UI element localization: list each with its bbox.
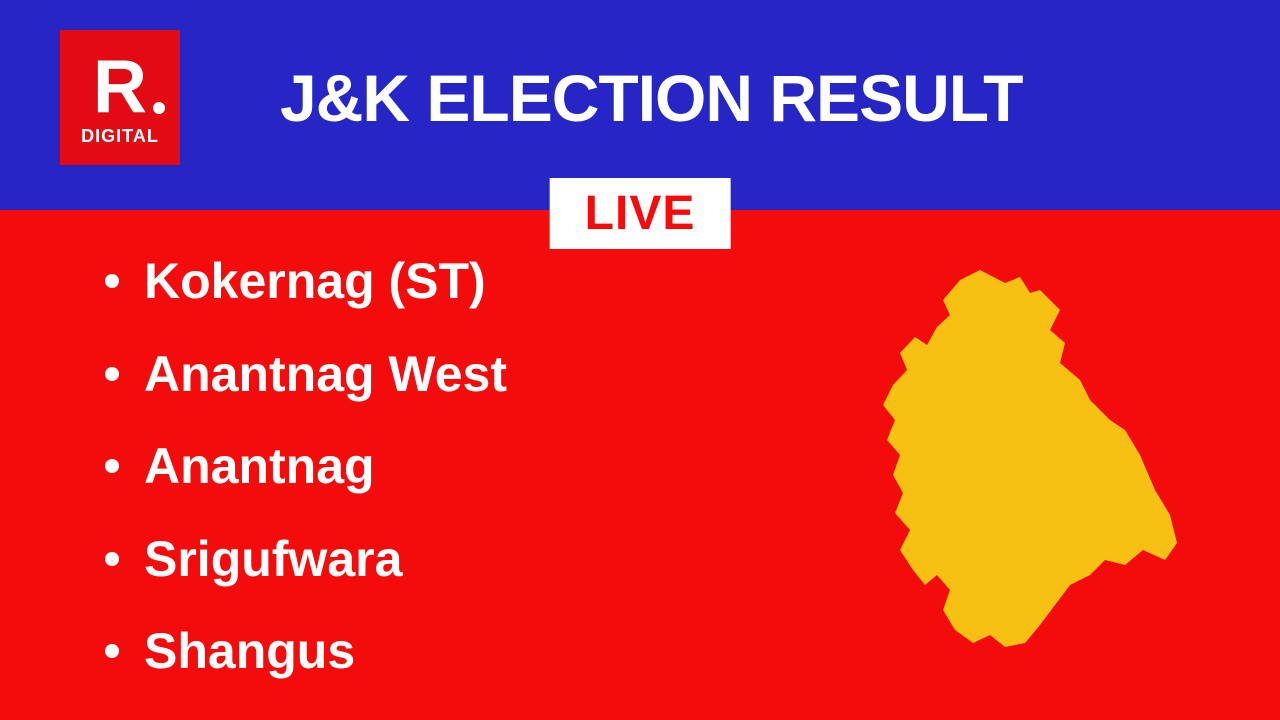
list-item: Shangus xyxy=(105,605,507,698)
list-item: Srigufwara xyxy=(105,513,507,606)
bullet-icon xyxy=(105,367,119,381)
logo-dot-icon xyxy=(153,102,165,114)
location-label: Shangus xyxy=(144,605,355,698)
location-label: Anantnag West xyxy=(144,328,507,421)
channel-logo: R DIGITAL xyxy=(60,30,180,165)
logo-r-text: R xyxy=(93,44,147,128)
logo-letter: R xyxy=(93,49,147,124)
locations-list: Kokernag (ST) Anantnag West Anantnag Sri… xyxy=(105,235,507,698)
bullet-icon xyxy=(105,459,119,473)
content-section: LIVE Kokernag (ST) Anantnag West Anantna… xyxy=(0,210,1280,720)
region-map-icon xyxy=(865,265,1185,655)
location-label: Anantnag xyxy=(144,420,375,513)
logo-sublabel: DIGITAL xyxy=(81,126,159,147)
live-badge: LIVE xyxy=(550,178,731,249)
location-label: Srigufwara xyxy=(144,513,402,606)
bullet-icon xyxy=(105,274,119,288)
page-title: J&K ELECTION RESULT xyxy=(280,60,1022,136)
location-label: Kokernag (ST) xyxy=(144,235,486,328)
list-item: Anantnag xyxy=(105,420,507,513)
list-item: Anantnag West xyxy=(105,328,507,421)
bullet-icon xyxy=(105,644,119,658)
list-item: Kokernag (ST) xyxy=(105,235,507,328)
bullet-icon xyxy=(105,552,119,566)
